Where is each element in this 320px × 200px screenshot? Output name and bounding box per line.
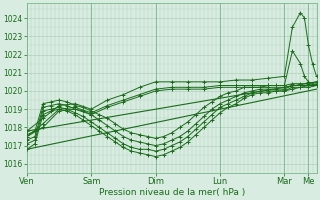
X-axis label: Pression niveau de la mer( hPa ): Pression niveau de la mer( hPa )	[99, 188, 245, 197]
